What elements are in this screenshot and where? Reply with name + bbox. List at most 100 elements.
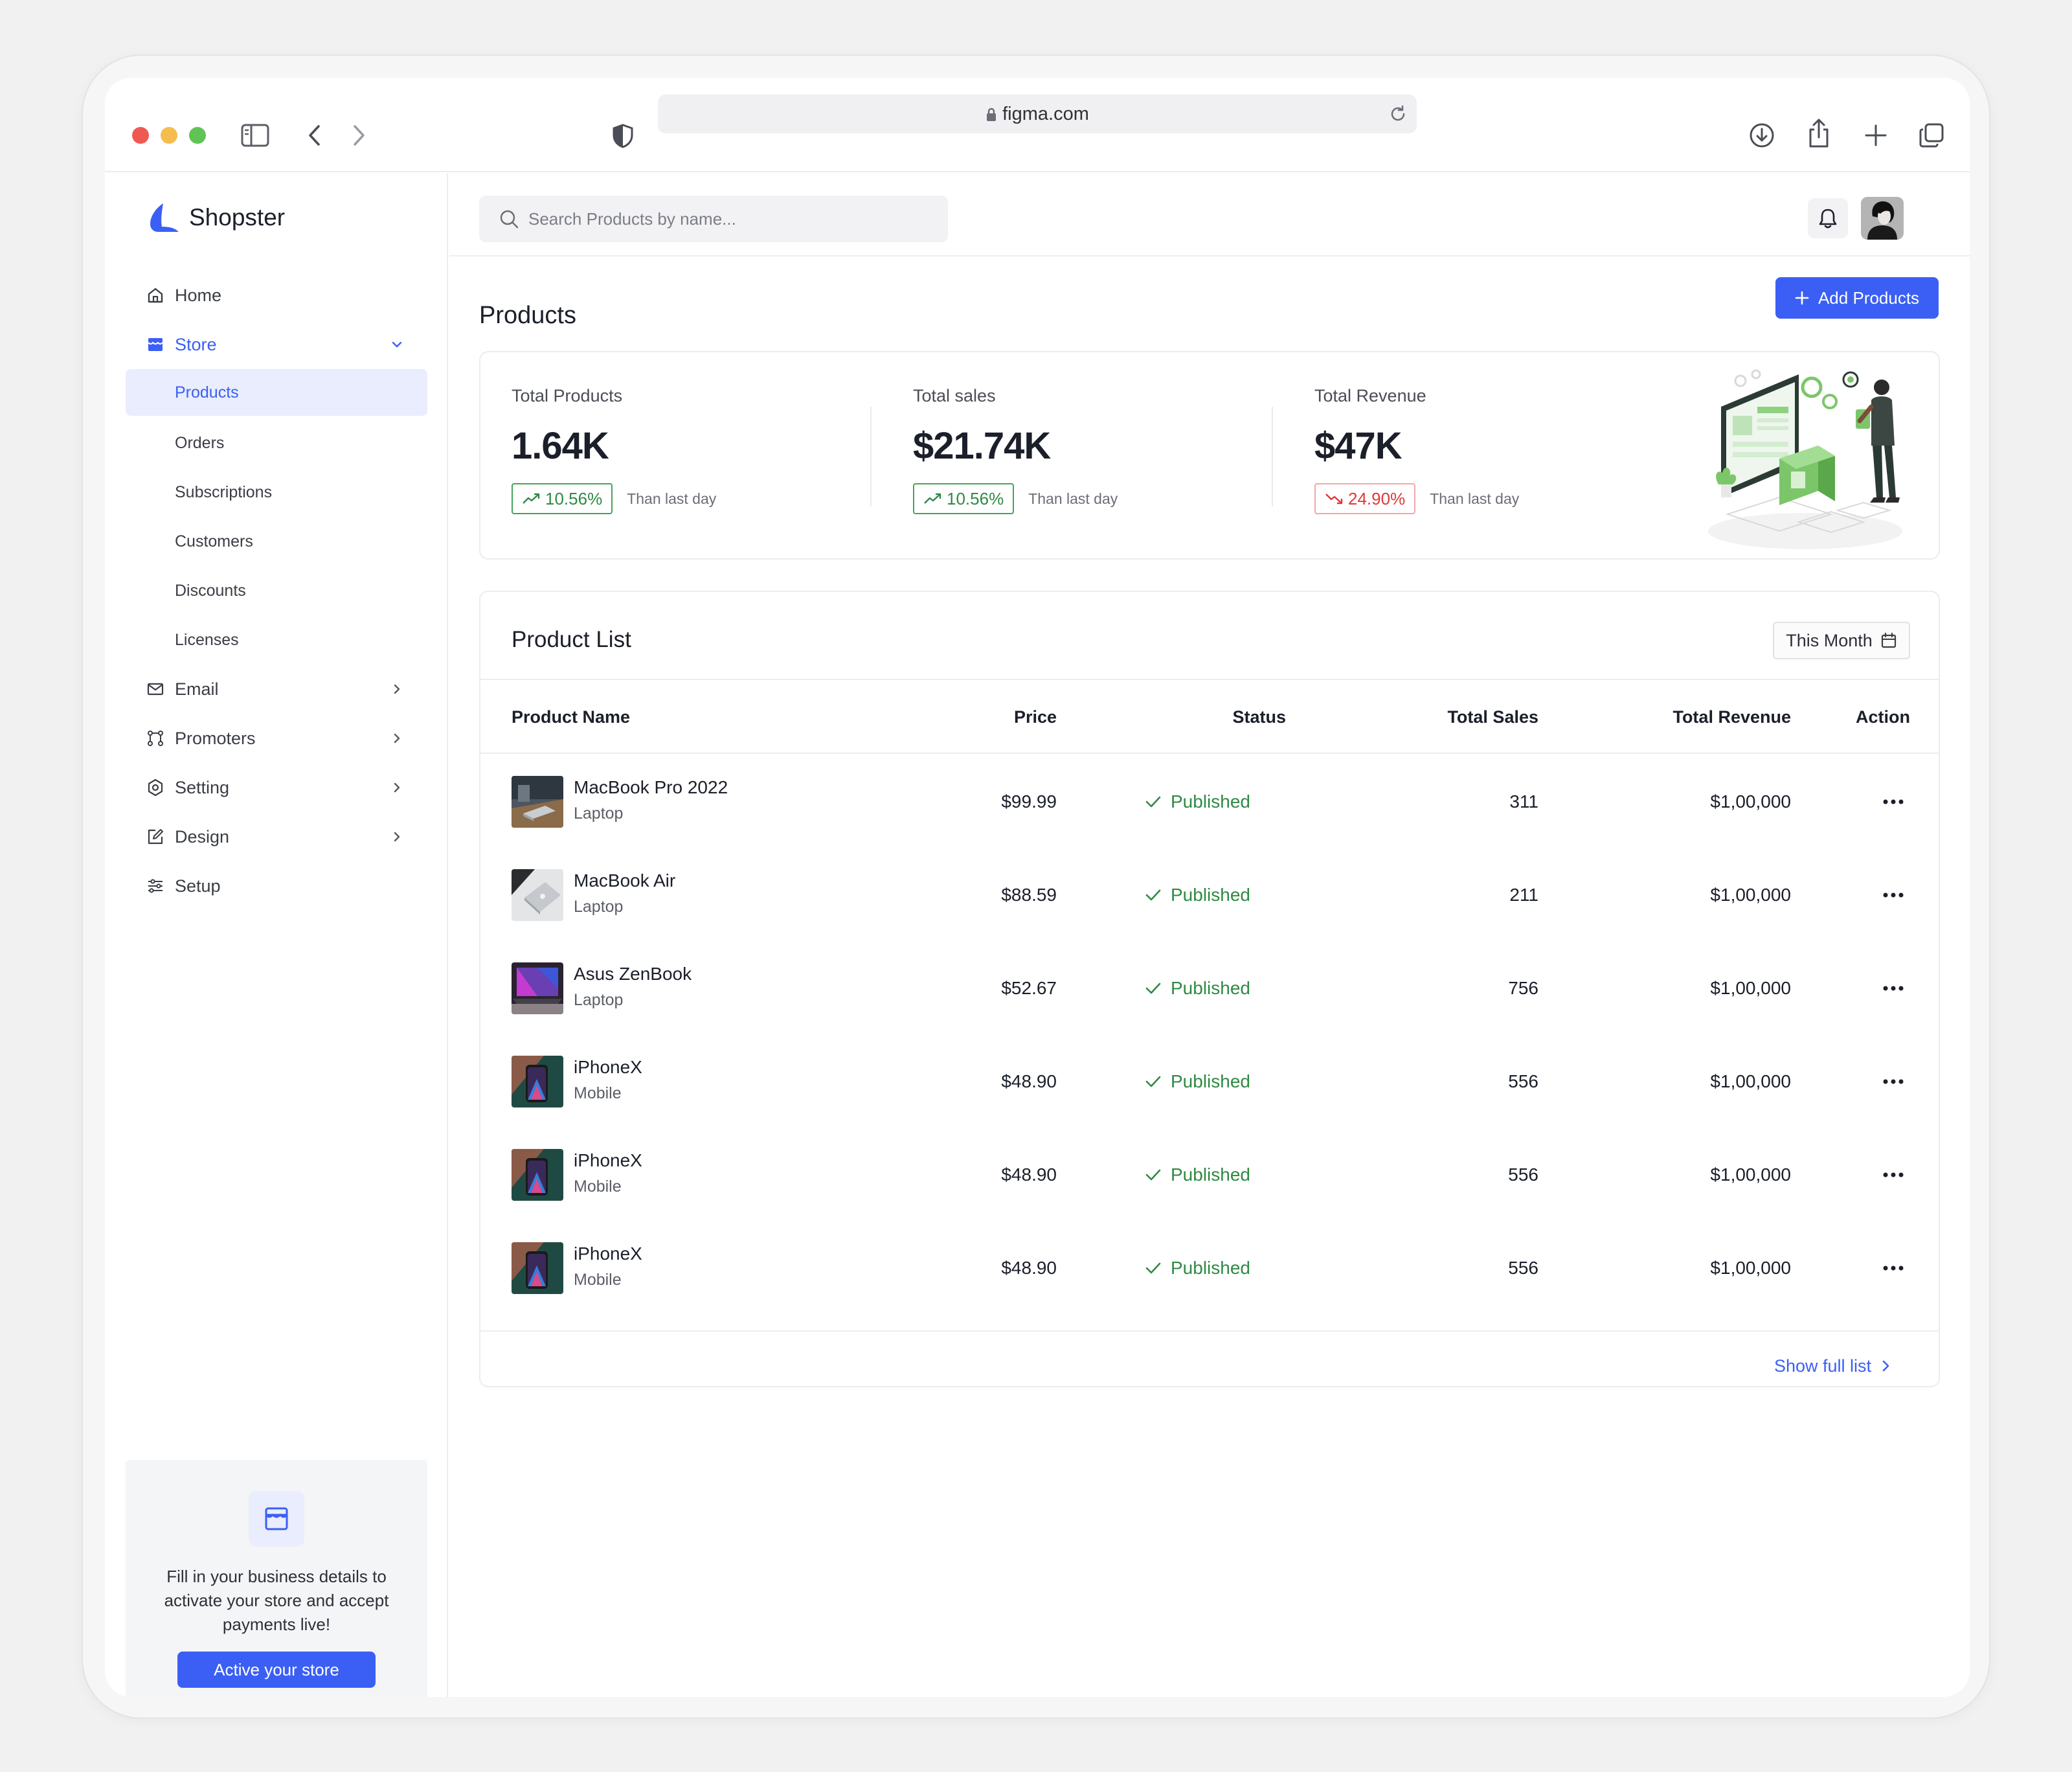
chevron-right-icon bbox=[1880, 1357, 1892, 1375]
sidebar-item-email[interactable]: Email bbox=[126, 664, 427, 714]
divider bbox=[480, 1330, 1939, 1332]
sidebar-item-setting[interactable]: Setting bbox=[126, 763, 427, 812]
more-actions-button[interactable] bbox=[1879, 881, 1908, 909]
product-price: $48.90 bbox=[1001, 1071, 1057, 1091]
sidebar-item-promoters[interactable]: Promoters bbox=[126, 714, 427, 763]
column-header-total-revenue[interactable]: Total Revenue bbox=[1672, 707, 1791, 727]
activate-store-button[interactable]: Active your store bbox=[177, 1652, 376, 1688]
sidebar-subitem-subscriptions[interactable]: Subscriptions bbox=[126, 468, 427, 517]
sidebar-item-setup[interactable]: Setup bbox=[126, 861, 427, 911]
table-row[interactable]: Asus ZenBook Laptop $52.67 Published 756… bbox=[480, 942, 1939, 1035]
status-badge: Published bbox=[1145, 942, 1250, 1035]
table-row[interactable]: MacBook Air Laptop $88.59 Published 211 … bbox=[480, 848, 1939, 942]
trend-note: Than last day bbox=[627, 490, 717, 507]
trend-badge: 24.90% bbox=[1314, 483, 1416, 514]
more-horizontal-icon bbox=[1882, 1172, 1905, 1178]
status-badge: Published bbox=[1145, 1035, 1250, 1128]
share-icon[interactable] bbox=[1807, 118, 1831, 149]
show-full-list-link[interactable]: Show full list bbox=[1774, 1343, 1892, 1389]
column-header-total-sales[interactable]: Total Sales bbox=[1447, 707, 1538, 727]
product-sales: 556 bbox=[1508, 1258, 1538, 1278]
brand-logo[interactable]: Shopster bbox=[144, 202, 285, 233]
sidebar-subitem-customers[interactable]: Customers bbox=[126, 517, 427, 566]
sidebar-item-label: Setup bbox=[175, 876, 221, 896]
add-products-button[interactable]: Add Products bbox=[1775, 277, 1939, 319]
check-icon bbox=[1145, 795, 1162, 809]
table-row[interactable]: MacBook Pro 2022 Laptop $99.99 Published… bbox=[480, 755, 1939, 848]
url-text: figma.com bbox=[658, 95, 1417, 133]
more-actions-button[interactable] bbox=[1879, 1254, 1908, 1282]
sidebar-subitem-label: Subscriptions bbox=[175, 483, 273, 501]
search-box bbox=[479, 196, 948, 242]
notifications-button[interactable] bbox=[1808, 198, 1848, 238]
sidebar-toggle-icon[interactable] bbox=[241, 123, 269, 148]
sidebar-item-home[interactable]: Home bbox=[126, 271, 427, 320]
brand-name: Shopster bbox=[189, 204, 286, 231]
window-maximize-button[interactable] bbox=[189, 127, 206, 144]
date-filter-button[interactable]: This Month bbox=[1773, 622, 1910, 659]
sidebar-subitem-licenses[interactable]: Licenses bbox=[126, 615, 427, 664]
product-thumbnail-macbook-pro bbox=[512, 776, 563, 828]
column-header-price[interactable]: Price bbox=[1013, 707, 1057, 727]
product-sales: 211 bbox=[1509, 885, 1538, 905]
sidebar-subitem-products[interactable]: Products bbox=[126, 369, 427, 416]
product-thumbnail-iphone bbox=[512, 1242, 563, 1294]
product-price: $99.99 bbox=[1001, 791, 1057, 812]
bell-icon bbox=[1818, 207, 1838, 229]
product-revenue: $1,00,000 bbox=[1710, 1071, 1791, 1091]
search-input[interactable] bbox=[528, 196, 930, 242]
table-row[interactable]: iPhoneX Mobile $48.90 Published 556 $1,0… bbox=[480, 1035, 1939, 1128]
column-header-status[interactable]: Status bbox=[1232, 707, 1286, 727]
download-icon[interactable] bbox=[1748, 122, 1775, 149]
stat-divider bbox=[1272, 407, 1273, 506]
product-list-title: Product List bbox=[512, 627, 631, 652]
main-content: Products Add Products Total Products 1.6… bbox=[449, 174, 1970, 1697]
status-badge: Published bbox=[1145, 755, 1250, 848]
back-icon[interactable] bbox=[307, 123, 322, 148]
product-sales: 311 bbox=[1509, 791, 1538, 812]
shield-icon[interactable] bbox=[611, 123, 635, 149]
plus-icon bbox=[1795, 291, 1809, 305]
user-avatar[interactable] bbox=[1861, 197, 1904, 240]
sidebar-subitem-orders[interactable]: Orders bbox=[126, 418, 427, 468]
store-icon bbox=[146, 335, 164, 354]
table-row[interactable]: iPhoneX Mobile $48.90 Published 556 $1,0… bbox=[480, 1221, 1939, 1315]
product-name: MacBook Pro 2022 bbox=[574, 777, 728, 797]
column-header-product-name[interactable]: Product Name bbox=[512, 707, 631, 727]
check-icon bbox=[1145, 1074, 1162, 1089]
product-name: MacBook Air bbox=[574, 870, 676, 891]
check-icon bbox=[1145, 981, 1162, 995]
sidebar-item-store[interactable]: Store bbox=[126, 320, 427, 369]
sidebar-item-design[interactable]: Design bbox=[126, 812, 427, 861]
more-actions-button[interactable] bbox=[1879, 974, 1908, 1003]
trend-value: 10.56% bbox=[947, 488, 1004, 508]
more-actions-button[interactable] bbox=[1879, 1067, 1908, 1096]
sidebar-item-label: Email bbox=[175, 679, 219, 699]
sidebar-item-label: Design bbox=[175, 826, 230, 846]
address-bar[interactable]: figma.com bbox=[658, 95, 1417, 133]
reload-icon[interactable] bbox=[1388, 104, 1408, 124]
trend-down-icon bbox=[1325, 492, 1344, 506]
status-label: Published bbox=[1171, 1258, 1250, 1278]
browser-window: figma.com Shopster bbox=[105, 78, 1970, 1697]
table-row[interactable]: iPhoneX Mobile $48.90 Published 556 $1,0… bbox=[480, 1128, 1939, 1221]
window-minimize-button[interactable] bbox=[161, 127, 177, 144]
more-actions-button[interactable] bbox=[1879, 1161, 1908, 1189]
window-close-button[interactable] bbox=[132, 127, 149, 144]
product-revenue: $1,00,000 bbox=[1710, 791, 1791, 812]
page-title: Products bbox=[479, 302, 576, 329]
more-actions-button[interactable] bbox=[1879, 788, 1908, 816]
sidebar-item-label: Home bbox=[175, 285, 222, 305]
product-thumbnail-iphone bbox=[512, 1149, 563, 1201]
sidebar-nav: Home Store Products Orders Subscriptions… bbox=[126, 271, 427, 911]
tabs-overview-icon[interactable] bbox=[1918, 122, 1945, 149]
sidebar-subitem-discounts[interactable]: Discounts bbox=[126, 566, 427, 615]
new-tab-icon[interactable] bbox=[1864, 123, 1888, 148]
sidebar-subitem-label: Discounts bbox=[175, 581, 246, 600]
chevron-right-icon bbox=[390, 828, 404, 846]
stat-value: $47K bbox=[1314, 425, 1402, 467]
stat-label: Total Revenue bbox=[1314, 386, 1426, 405]
status-label: Published bbox=[1171, 791, 1250, 812]
home-icon bbox=[146, 286, 164, 304]
forward-icon[interactable] bbox=[351, 123, 366, 148]
